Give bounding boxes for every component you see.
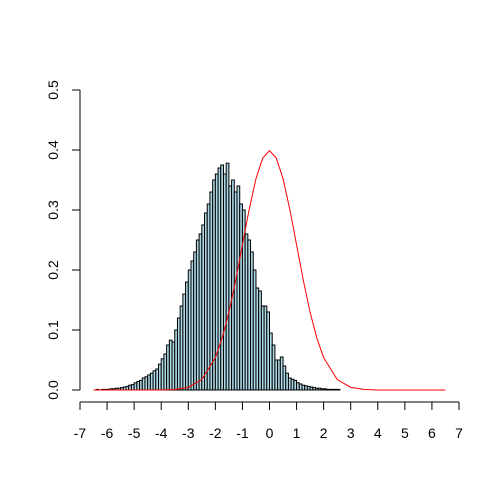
x-tick-label: 1 (293, 425, 301, 441)
y-tick-label: 0.1 (45, 320, 61, 340)
histogram-bar (336, 388, 341, 391)
y-tick-label: 0.5 (45, 80, 61, 100)
x-tick-label: -6 (101, 425, 114, 441)
y-tick-label: 0.4 (45, 140, 61, 160)
x-tick-label: 3 (347, 425, 355, 441)
y-tick-label: 0.0 (45, 380, 61, 400)
x-tick-label: -4 (155, 425, 168, 441)
x-tick-label: -5 (128, 425, 141, 441)
x-tick-label: -7 (74, 425, 87, 441)
x-tick-label: 6 (428, 425, 436, 441)
normal-density-curve (93, 149, 446, 391)
x-tick-label: -2 (209, 425, 222, 441)
x-tick-label: 5 (401, 425, 409, 441)
x-tick-label: 0 (266, 425, 274, 441)
x-tick-label: 7 (455, 425, 463, 441)
x-tick-label: -1 (236, 425, 249, 441)
x-axis: -7 -6 -5 -4 -3 -2 -1 0 1 2 3 4 5 6 7 (74, 401, 463, 441)
y-tick-label: 0.2 (45, 260, 61, 280)
histogram-bars (95, 162, 341, 391)
y-tick-label: 0.3 (45, 200, 61, 220)
x-tick-label: 2 (320, 425, 328, 441)
x-tick-label: -3 (182, 425, 195, 441)
x-tick-label: 4 (374, 425, 382, 441)
y-axis: 0.0 0.1 0.2 0.3 0.4 0.5 (45, 80, 81, 400)
